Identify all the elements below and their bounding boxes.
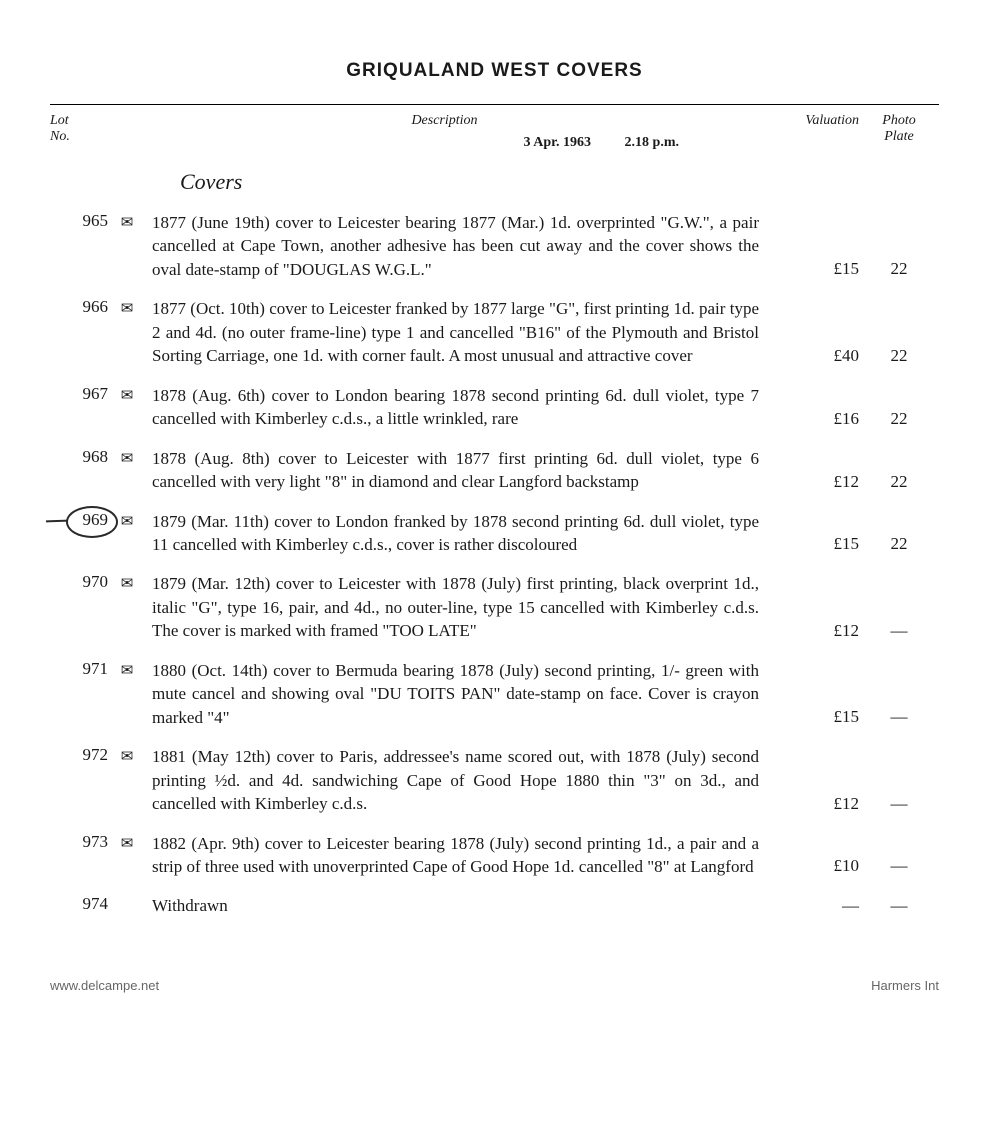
header-plate-label: PhotoPlate bbox=[882, 113, 915, 144]
lot-description: 1879 (Mar. 12th) cover to Leicester with… bbox=[142, 572, 779, 642]
lot-valuation: £15 bbox=[779, 259, 859, 281]
header-description-label: Description bbox=[411, 113, 477, 128]
header-photo-plate: PhotoPlate bbox=[859, 113, 939, 145]
lot-valuation: £16 bbox=[779, 409, 859, 431]
header-description: Description 3 Apr. 1963 2.18 p.m. bbox=[140, 113, 749, 145]
lot-row: 965✉1877 (June 19th) cover to Leicester … bbox=[50, 211, 939, 281]
lot-row: 969✉1879 (Mar. 11th) cover to London fra… bbox=[50, 510, 939, 557]
envelope-icon: ✉ bbox=[112, 297, 142, 318]
envelope-icon: ✉ bbox=[112, 745, 142, 766]
lot-valuation: £12 bbox=[779, 794, 859, 816]
footer-source-right: Harmers Int bbox=[871, 978, 939, 993]
envelope-icon: ✉ bbox=[112, 384, 142, 405]
lot-number: 965 bbox=[50, 211, 112, 231]
envelope-icon: ✉ bbox=[112, 211, 142, 232]
lot-number: 970 bbox=[50, 572, 112, 592]
envelope-icon: ✉ bbox=[112, 447, 142, 468]
lot-photo-plate: 22 bbox=[859, 259, 939, 281]
lot-number: 967 bbox=[50, 384, 112, 404]
lot-row: 970✉1879 (Mar. 12th) cover to Leicester … bbox=[50, 572, 939, 642]
lot-photo-plate: — bbox=[859, 621, 939, 643]
header-valuation: Valuation bbox=[749, 113, 859, 145]
lot-valuation: £10 bbox=[779, 856, 859, 878]
lot-description: 1879 (Mar. 11th) cover to London franked… bbox=[142, 510, 779, 557]
lot-row: 974Withdrawn—— bbox=[50, 894, 939, 917]
lot-number: 969 bbox=[50, 510, 112, 530]
lot-number: 971 bbox=[50, 659, 112, 679]
lot-valuation: £15 bbox=[779, 534, 859, 556]
lot-row: 966✉1877 (Oct. 10th) cover to Leicester … bbox=[50, 297, 939, 367]
envelope-icon: ✉ bbox=[112, 572, 142, 593]
lot-description: 1878 (Aug. 6th) cover to London bearing … bbox=[142, 384, 779, 431]
envelope-icon: ✉ bbox=[112, 832, 142, 853]
lot-number: 966 bbox=[50, 297, 112, 317]
envelope-icon bbox=[112, 894, 142, 896]
lot-photo-plate: — bbox=[859, 794, 939, 816]
footer: www.delcampe.net Harmers Int bbox=[50, 978, 939, 993]
lot-row: 968✉1878 (Aug. 8th) cover to Leicester w… bbox=[50, 447, 939, 494]
envelope-icon: ✉ bbox=[112, 659, 142, 680]
lot-row: 967✉1878 (Aug. 6th) cover to London bear… bbox=[50, 384, 939, 431]
lot-description: Withdrawn bbox=[142, 894, 779, 917]
lot-row: 971✉1880 (Oct. 14th) cover to Bermuda be… bbox=[50, 659, 939, 729]
lot-description: 1880 (Oct. 14th) cover to Bermuda bearin… bbox=[142, 659, 779, 729]
lot-valuation: — bbox=[779, 896, 859, 918]
section-title: Covers bbox=[180, 169, 939, 195]
lot-description: 1877 (June 19th) cover to Leicester bear… bbox=[142, 211, 779, 281]
lot-number: 974 bbox=[50, 894, 112, 914]
header-lot-label: LotNo. bbox=[50, 113, 70, 144]
lot-photo-plate: 22 bbox=[859, 346, 939, 368]
lot-number: 973 bbox=[50, 832, 112, 852]
lot-description: 1882 (Apr. 9th) cover to Leicester beari… bbox=[142, 832, 779, 879]
column-headers: LotNo. Description 3 Apr. 1963 2.18 p.m.… bbox=[50, 113, 939, 145]
header-lot-no: LotNo. bbox=[50, 113, 140, 145]
lot-photo-plate: — bbox=[859, 896, 939, 918]
session-date: 3 Apr. 1963 bbox=[523, 135, 591, 150]
lot-row: 972✉1881 (May 12th) cover to Paris, addr… bbox=[50, 745, 939, 815]
lot-photo-plate: 22 bbox=[859, 409, 939, 431]
session-datetime: 3 Apr. 1963 2.18 p.m. bbox=[523, 135, 679, 151]
lot-description: 1878 (Aug. 8th) cover to Leicester with … bbox=[142, 447, 779, 494]
lot-valuation: £40 bbox=[779, 346, 859, 368]
lot-description: 1877 (Oct. 10th) cover to Leicester fran… bbox=[142, 297, 779, 367]
page-title: GRIQUALAND WEST COVERS bbox=[50, 60, 939, 82]
lot-row: 973✉1882 (Apr. 9th) cover to Leicester b… bbox=[50, 832, 939, 879]
lots-list: 965✉1877 (June 19th) cover to Leicester … bbox=[50, 211, 939, 918]
lot-number: 972 bbox=[50, 745, 112, 765]
lot-photo-plate: 22 bbox=[859, 534, 939, 556]
session-time: 2.18 p.m. bbox=[625, 135, 679, 150]
lot-description: 1881 (May 12th) cover to Paris, addresse… bbox=[142, 745, 779, 815]
lot-photo-plate: 22 bbox=[859, 472, 939, 494]
lot-valuation: £12 bbox=[779, 621, 859, 643]
lot-photo-plate: — bbox=[859, 856, 939, 878]
header-divider bbox=[50, 104, 939, 105]
lot-number: 968 bbox=[50, 447, 112, 467]
lot-valuation: £15 bbox=[779, 707, 859, 729]
footer-source-left: www.delcampe.net bbox=[50, 978, 159, 993]
lot-valuation: £12 bbox=[779, 472, 859, 494]
lot-photo-plate: — bbox=[859, 707, 939, 729]
